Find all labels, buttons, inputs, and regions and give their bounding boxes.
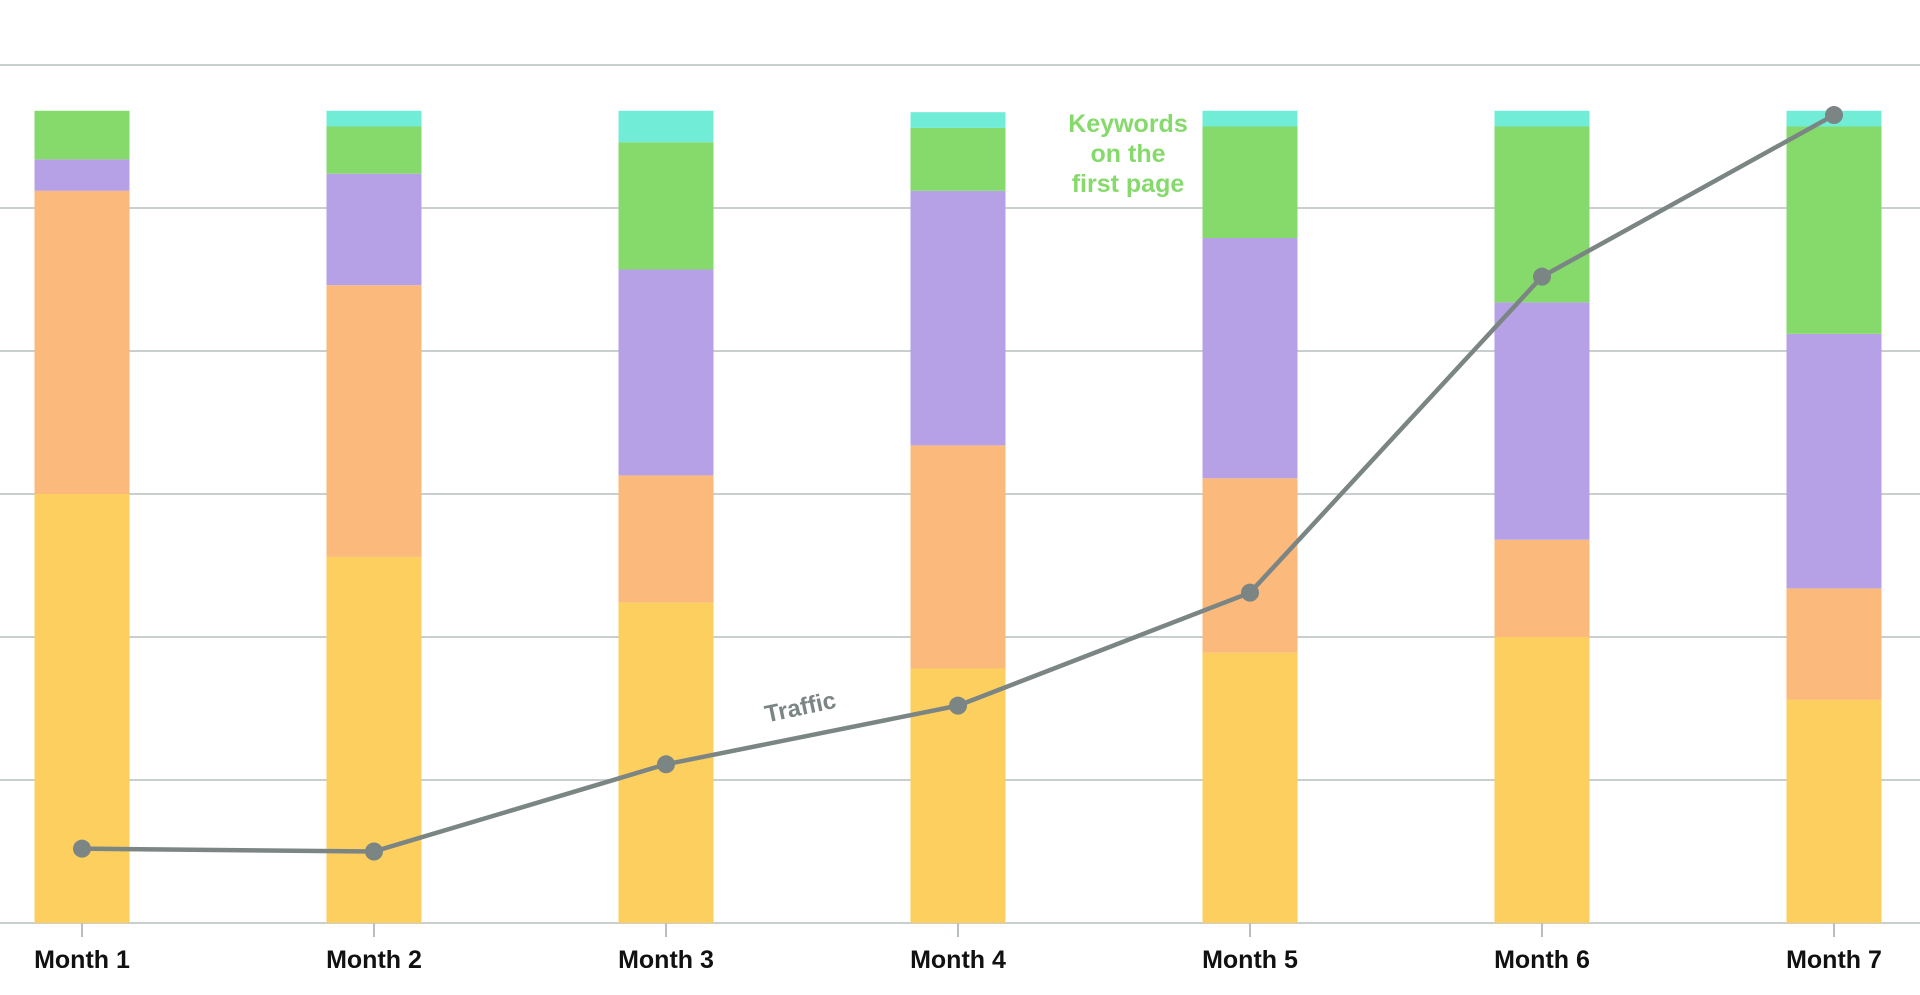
bar-segment (1494, 637, 1590, 923)
traffic-point (365, 842, 383, 861)
bar-segment (910, 127, 1006, 191)
bar-segment (910, 190, 1006, 446)
traffic-annotation: Traffic (762, 687, 838, 728)
traffic-point (1825, 106, 1843, 125)
bar-segment (1494, 110, 1590, 127)
traffic-point (657, 755, 675, 774)
x-tick-label: Month 2 (326, 946, 422, 974)
bar-segment (1786, 699, 1882, 923)
keywords-annotation-line-3: first page (1072, 170, 1185, 198)
x-axis-labels: Month 1 Month 2 Month 3 Month 4 Month 5 Month… (34, 946, 1882, 974)
bar-segment (326, 173, 422, 286)
traffic-point (1241, 583, 1259, 602)
bar-segment (1494, 302, 1590, 540)
bar-segment (618, 110, 714, 143)
x-tick-label: Month 6 (1494, 946, 1590, 974)
bar-segment (910, 112, 1006, 128)
bar-segment (618, 142, 714, 270)
x-tick-label: Month 4 (910, 946, 1006, 974)
x-tick-label: Month 1 (34, 946, 130, 974)
bar-segment (1202, 238, 1298, 479)
bar-segment (34, 190, 130, 494)
bar-segment (1786, 588, 1882, 700)
x-axis-ticks (81, 923, 1835, 937)
x-tick-label: Month 7 (1786, 946, 1882, 974)
bar-segment (1786, 333, 1882, 589)
bar-segment (326, 556, 422, 923)
bar-segment (618, 475, 714, 603)
bar-segment (1202, 478, 1298, 653)
x-tick-label: Month 5 (1202, 946, 1298, 974)
traffic-point (73, 839, 91, 858)
traffic-point (949, 696, 967, 715)
bar-segment (326, 285, 422, 557)
bar-segment (1202, 110, 1298, 127)
keywords-annotation-line-1: Keywords (1068, 110, 1187, 138)
bar-segment (34, 494, 130, 923)
bar-segment (910, 445, 1006, 669)
bar-segment (326, 110, 422, 127)
keywords-annotation-line-2: on the (1091, 140, 1166, 168)
bar-segment (1494, 539, 1590, 637)
x-tick-label: Month 3 (618, 946, 714, 974)
bar-segment (34, 159, 130, 191)
bar-segment (1202, 652, 1298, 923)
bar-segment (1786, 126, 1882, 334)
traffic-series (73, 106, 1843, 861)
traffic-point (1533, 267, 1551, 286)
bars (34, 110, 1882, 923)
bar-segment (618, 269, 714, 476)
bar-segment (326, 126, 422, 174)
bar-segment (1202, 126, 1298, 239)
bar-segment (34, 110, 130, 160)
